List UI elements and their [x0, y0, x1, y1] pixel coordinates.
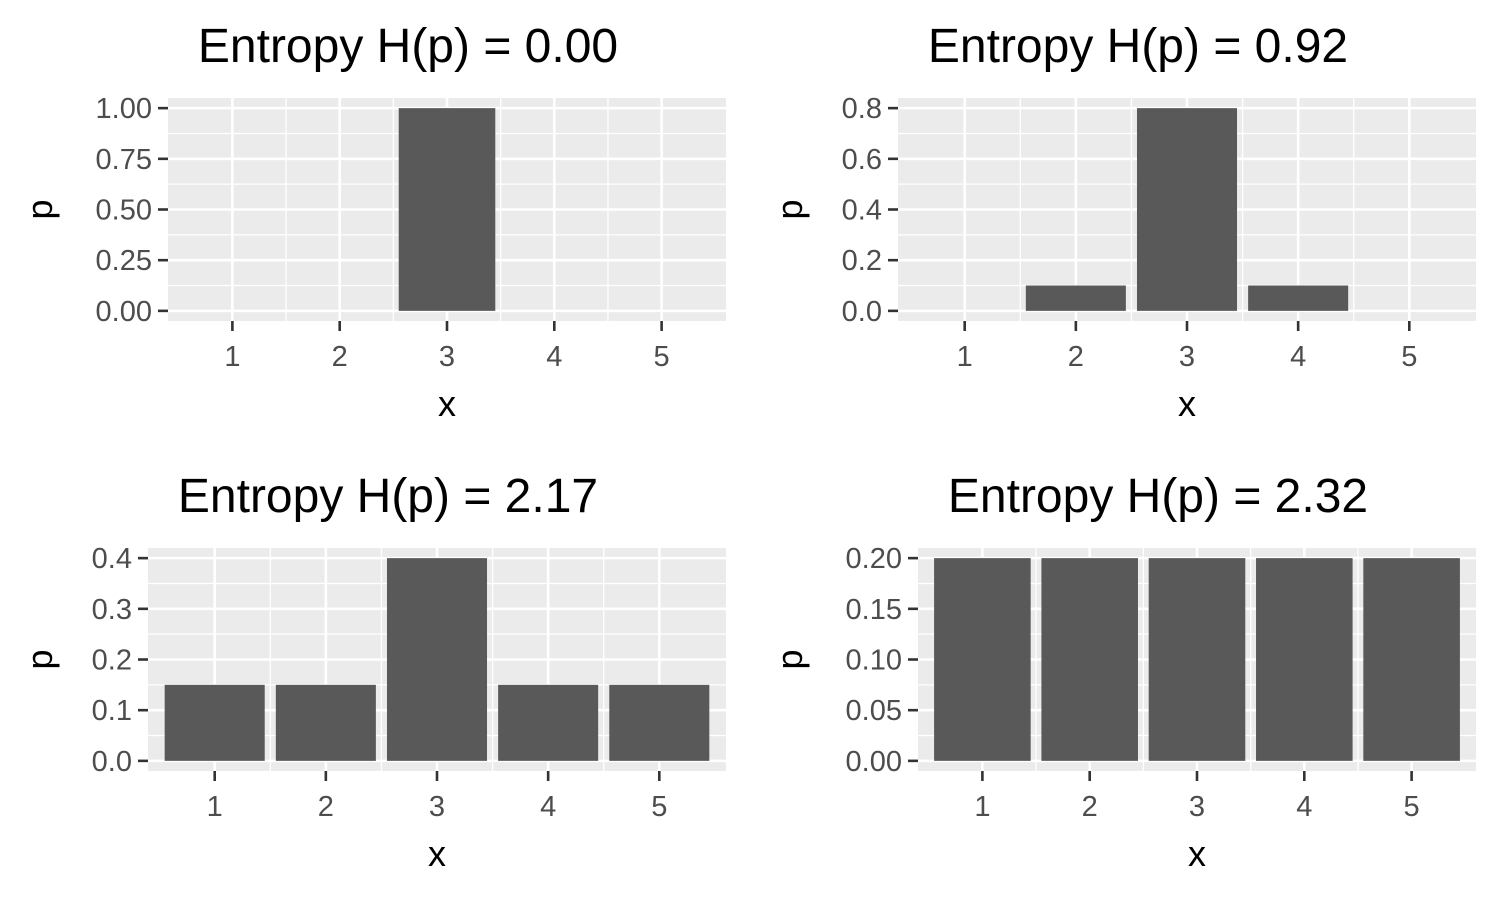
- y-axis-title: p: [769, 199, 810, 219]
- x-tick-label: 1: [207, 791, 223, 823]
- x-tick-label: 2: [332, 341, 348, 373]
- bar-1: [934, 558, 1031, 761]
- y-tick-label: 0.2: [92, 645, 132, 677]
- x-axis-title: x: [1178, 383, 1196, 424]
- y-tick-label: 0.00: [96, 296, 152, 328]
- y-tick-label: 0.2: [842, 245, 882, 277]
- bar-1: [164, 684, 265, 761]
- x-tick-label: 4: [540, 791, 556, 823]
- chart-panel-1: 0.00 0.25 0.50 0.75 1.00 1 2 3 4 5 Entropy H(p) = …: [19, 20, 726, 424]
- bar-2: [275, 684, 376, 761]
- x-axis-title: x: [438, 383, 456, 424]
- y-tick-label: 0.00: [846, 746, 902, 778]
- x-tick-label: 5: [1401, 341, 1417, 373]
- y-tick-label: 0.6: [842, 144, 882, 176]
- x-tick-label: 2: [318, 791, 334, 823]
- x-tick-label: 4: [1296, 791, 1312, 823]
- y-tick-label: 0.4: [92, 543, 132, 575]
- bar-5: [1363, 558, 1460, 761]
- chart-title: Entropy H(p) = 0.92: [928, 20, 1348, 73]
- bar-4: [498, 684, 599, 761]
- bar-4: [1256, 558, 1353, 761]
- y-tick-label: 0.4: [842, 195, 882, 227]
- y-tick-label: 0.3: [92, 594, 132, 626]
- y-tick-label: 0.1: [92, 695, 132, 727]
- chart-panel-3: 0.0 0.1 0.2 0.3 0.4 1 2 3 4 5 Entropy H(p) = 2.17 x…: [19, 470, 726, 874]
- y-axis-title: p: [19, 649, 60, 669]
- bar-3: [1148, 558, 1246, 761]
- y-tick-label: 0.75: [96, 144, 152, 176]
- bar-4: [1248, 285, 1349, 311]
- chart-panel-2: 0.0 0.2 0.4 0.6 0.8 1 2 3 4 5 Entropy H(p) = 0.92 x…: [769, 20, 1476, 424]
- y-tick-label: 0.20: [846, 543, 902, 575]
- y-tick-label: 0.15: [846, 594, 902, 626]
- bar-2: [1025, 285, 1126, 311]
- y-tick-label: 0.50: [96, 195, 152, 227]
- y-tick-label: 0.8: [842, 93, 882, 125]
- bar-3: [1136, 108, 1238, 311]
- x-tick-label: 3: [1179, 341, 1195, 373]
- y-tick-label: 0.05: [846, 695, 902, 727]
- chart-title: Entropy H(p) = 2.17: [178, 470, 598, 523]
- y-axis-title: p: [19, 199, 60, 219]
- x-tick-label: 1: [974, 791, 990, 823]
- x-tick-label: 2: [1068, 341, 1084, 373]
- bar-3: [398, 108, 496, 311]
- x-tick-label: 4: [546, 341, 562, 373]
- x-tick-label: 5: [1404, 791, 1420, 823]
- y-tick-label: 0.10: [846, 645, 902, 677]
- x-tick-label: 3: [439, 341, 455, 373]
- y-tick-label: 0.0: [92, 746, 132, 778]
- x-axis-title: x: [428, 833, 446, 874]
- y-axis-title: p: [769, 649, 810, 669]
- x-tick-label: 3: [1189, 791, 1205, 823]
- x-tick-label: 4: [1290, 341, 1306, 373]
- y-tick-label: 0.25: [96, 245, 152, 277]
- chart-panel-4: 0.00 0.05 0.10 0.15 0.20 1 2 3 4 5 Entropy H(p) = …: [769, 470, 1476, 874]
- chart-title: Entropy H(p) = 2.32: [948, 470, 1368, 523]
- chart-title: Entropy H(p) = 0.00: [198, 20, 618, 73]
- x-axis-title: x: [1188, 833, 1206, 874]
- x-tick-label: 5: [651, 791, 667, 823]
- x-tick-label: 5: [654, 341, 670, 373]
- bar-5: [609, 684, 710, 761]
- x-tick-label: 3: [429, 791, 445, 823]
- bar-2: [1041, 558, 1138, 761]
- x-tick-label: 1: [957, 341, 973, 373]
- y-tick-label: 1.00: [96, 93, 152, 125]
- bar-3: [386, 558, 488, 761]
- y-tick-label: 0.0: [842, 296, 882, 328]
- x-tick-label: 1: [224, 341, 240, 373]
- x-tick-label: 2: [1082, 791, 1098, 823]
